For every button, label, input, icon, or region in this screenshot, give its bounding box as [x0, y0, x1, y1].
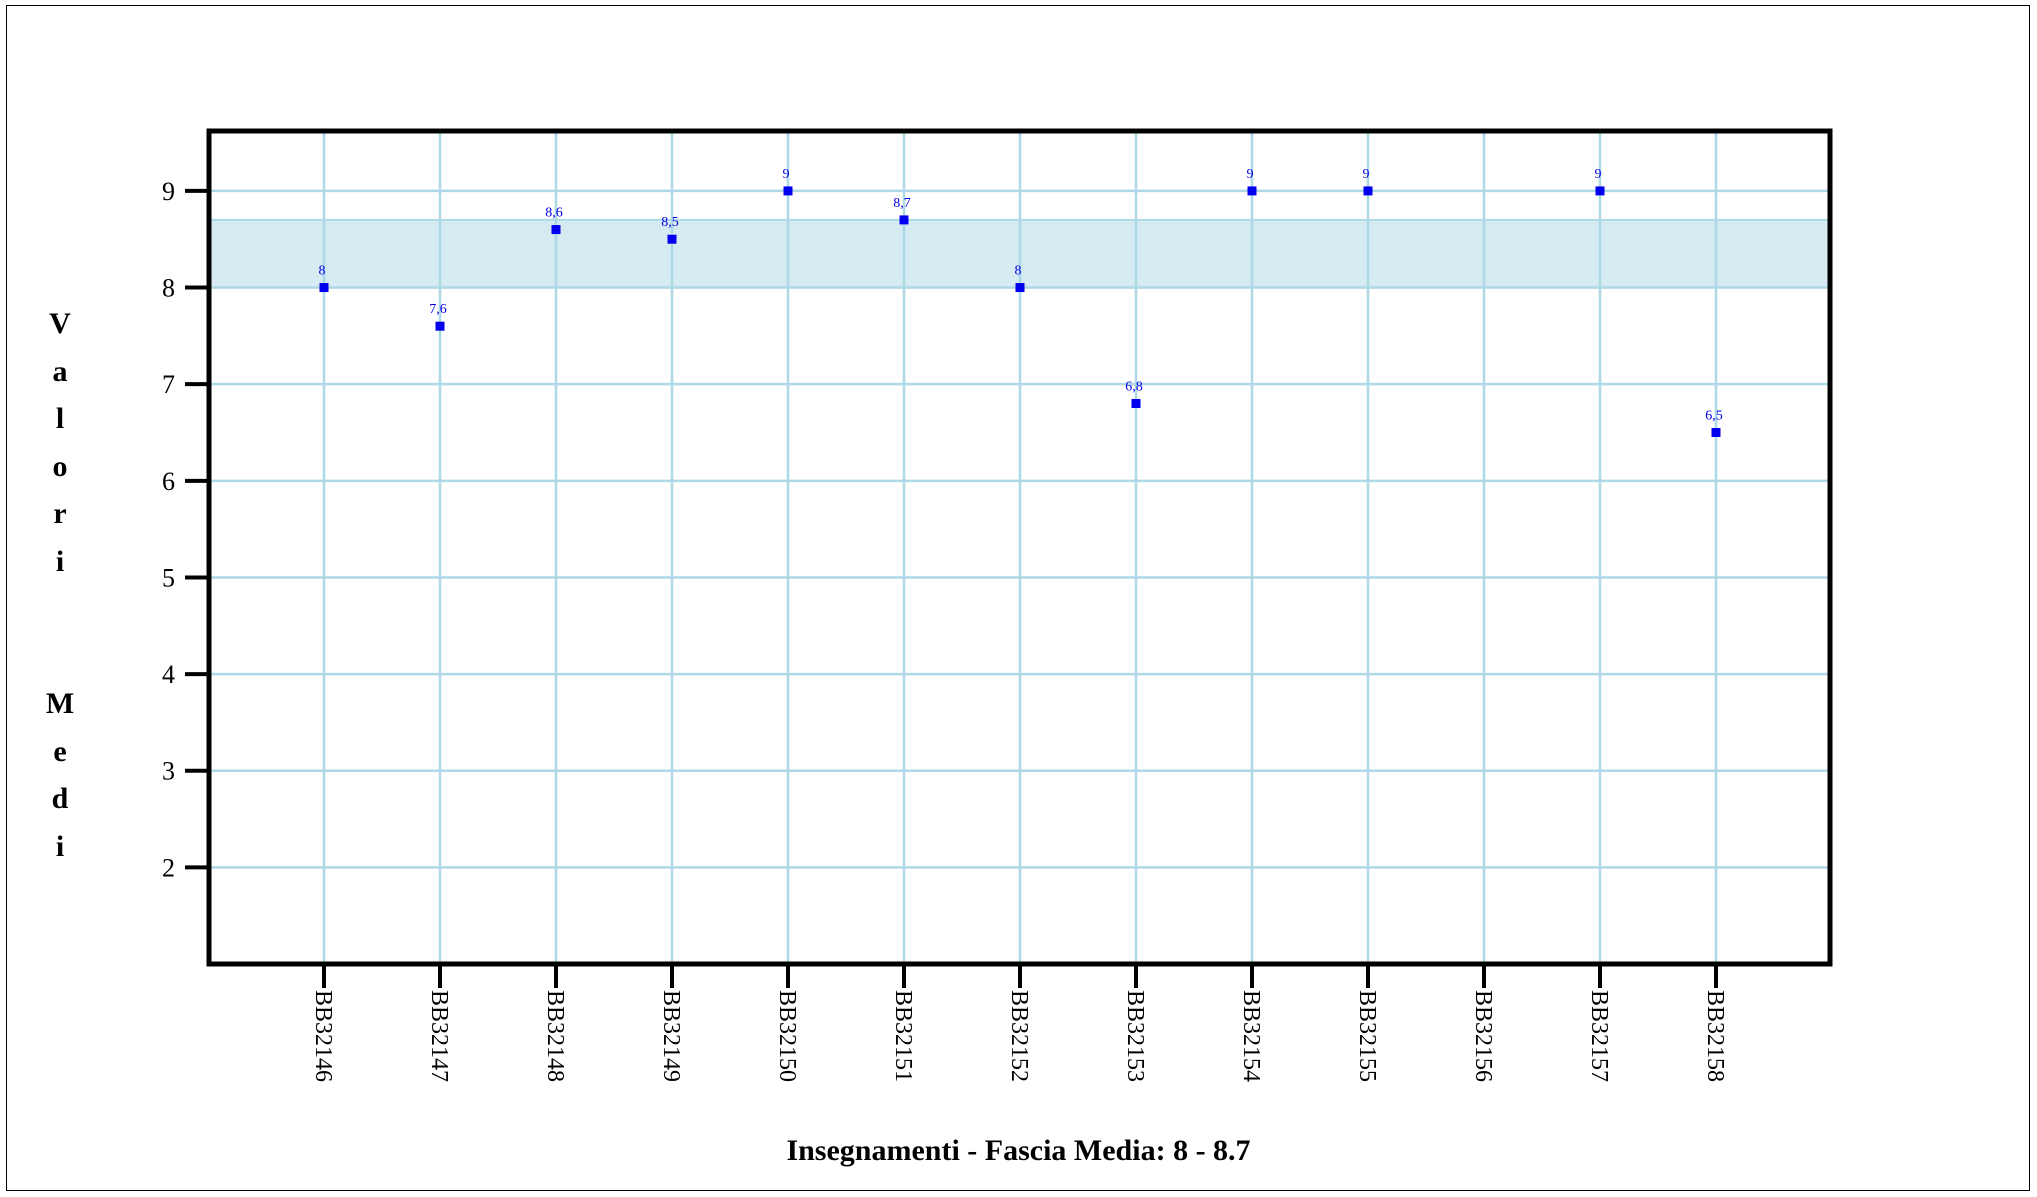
- data-point: [1247, 186, 1257, 196]
- x-tick-label: BB32149: [658, 990, 684, 1082]
- x-tick-label: BB32157: [1586, 990, 1612, 1082]
- data-label: 7,6: [429, 302, 447, 317]
- y-tick-label: 8: [162, 274, 175, 303]
- data-label: 9: [1363, 167, 1370, 182]
- data-point: [1131, 399, 1141, 409]
- x-tick-label: BB32150: [774, 990, 800, 1082]
- x-tick-label: BB32154: [1238, 990, 1264, 1082]
- data-label: 6,5: [1705, 409, 1723, 424]
- y-tick-label: 5: [162, 563, 175, 592]
- y-tick-label: 6: [162, 467, 175, 496]
- data-label: 9: [1595, 167, 1602, 182]
- data-label: 9: [783, 167, 790, 182]
- x-tick-label: BB32151: [890, 990, 916, 1082]
- x-tick-label: BB32156: [1470, 990, 1496, 1082]
- x-axis-label: Insegnamenti - Fascia Media: 8 - 8.7: [786, 1134, 1251, 1167]
- data-point: [1711, 428, 1721, 438]
- x-tick-label: BB32153: [1122, 990, 1148, 1082]
- data-label: 8: [319, 264, 326, 279]
- data-point: [1015, 283, 1025, 293]
- x-tick-label: BB32155: [1354, 990, 1380, 1082]
- data-label: 9: [1247, 167, 1254, 182]
- data-point: [783, 186, 793, 196]
- data-point: [899, 215, 909, 225]
- chart-frame: [6, 5, 2030, 1191]
- x-tick-label: BB32147: [426, 990, 452, 1082]
- x-tick-label: BB32152: [1006, 990, 1032, 1082]
- y-tick-label: 2: [162, 853, 175, 882]
- y-tick-label: 4: [162, 660, 175, 689]
- data-label: 8,5: [661, 215, 679, 230]
- data-label: 8,6: [545, 206, 563, 221]
- x-tick-label: BB32158: [1702, 990, 1728, 1082]
- x-tick-label: BB32148: [542, 990, 568, 1082]
- data-label: 8,7: [893, 196, 911, 211]
- y-axis-label: V a l o r i M e d i: [45, 307, 75, 863]
- y-tick-label: 7: [162, 370, 175, 399]
- data-point: [551, 225, 561, 235]
- data-point: [667, 234, 677, 244]
- y-tick-label: 9: [162, 177, 175, 206]
- data-point: [1363, 186, 1373, 196]
- data-point: [435, 321, 445, 331]
- y-tick-label: 3: [162, 757, 175, 786]
- data-label: 8: [1015, 264, 1022, 279]
- data-point: [319, 283, 329, 293]
- data-point: [1595, 186, 1605, 196]
- data-label: 6,8: [1125, 380, 1143, 395]
- x-tick-label: BB32146: [310, 990, 336, 1082]
